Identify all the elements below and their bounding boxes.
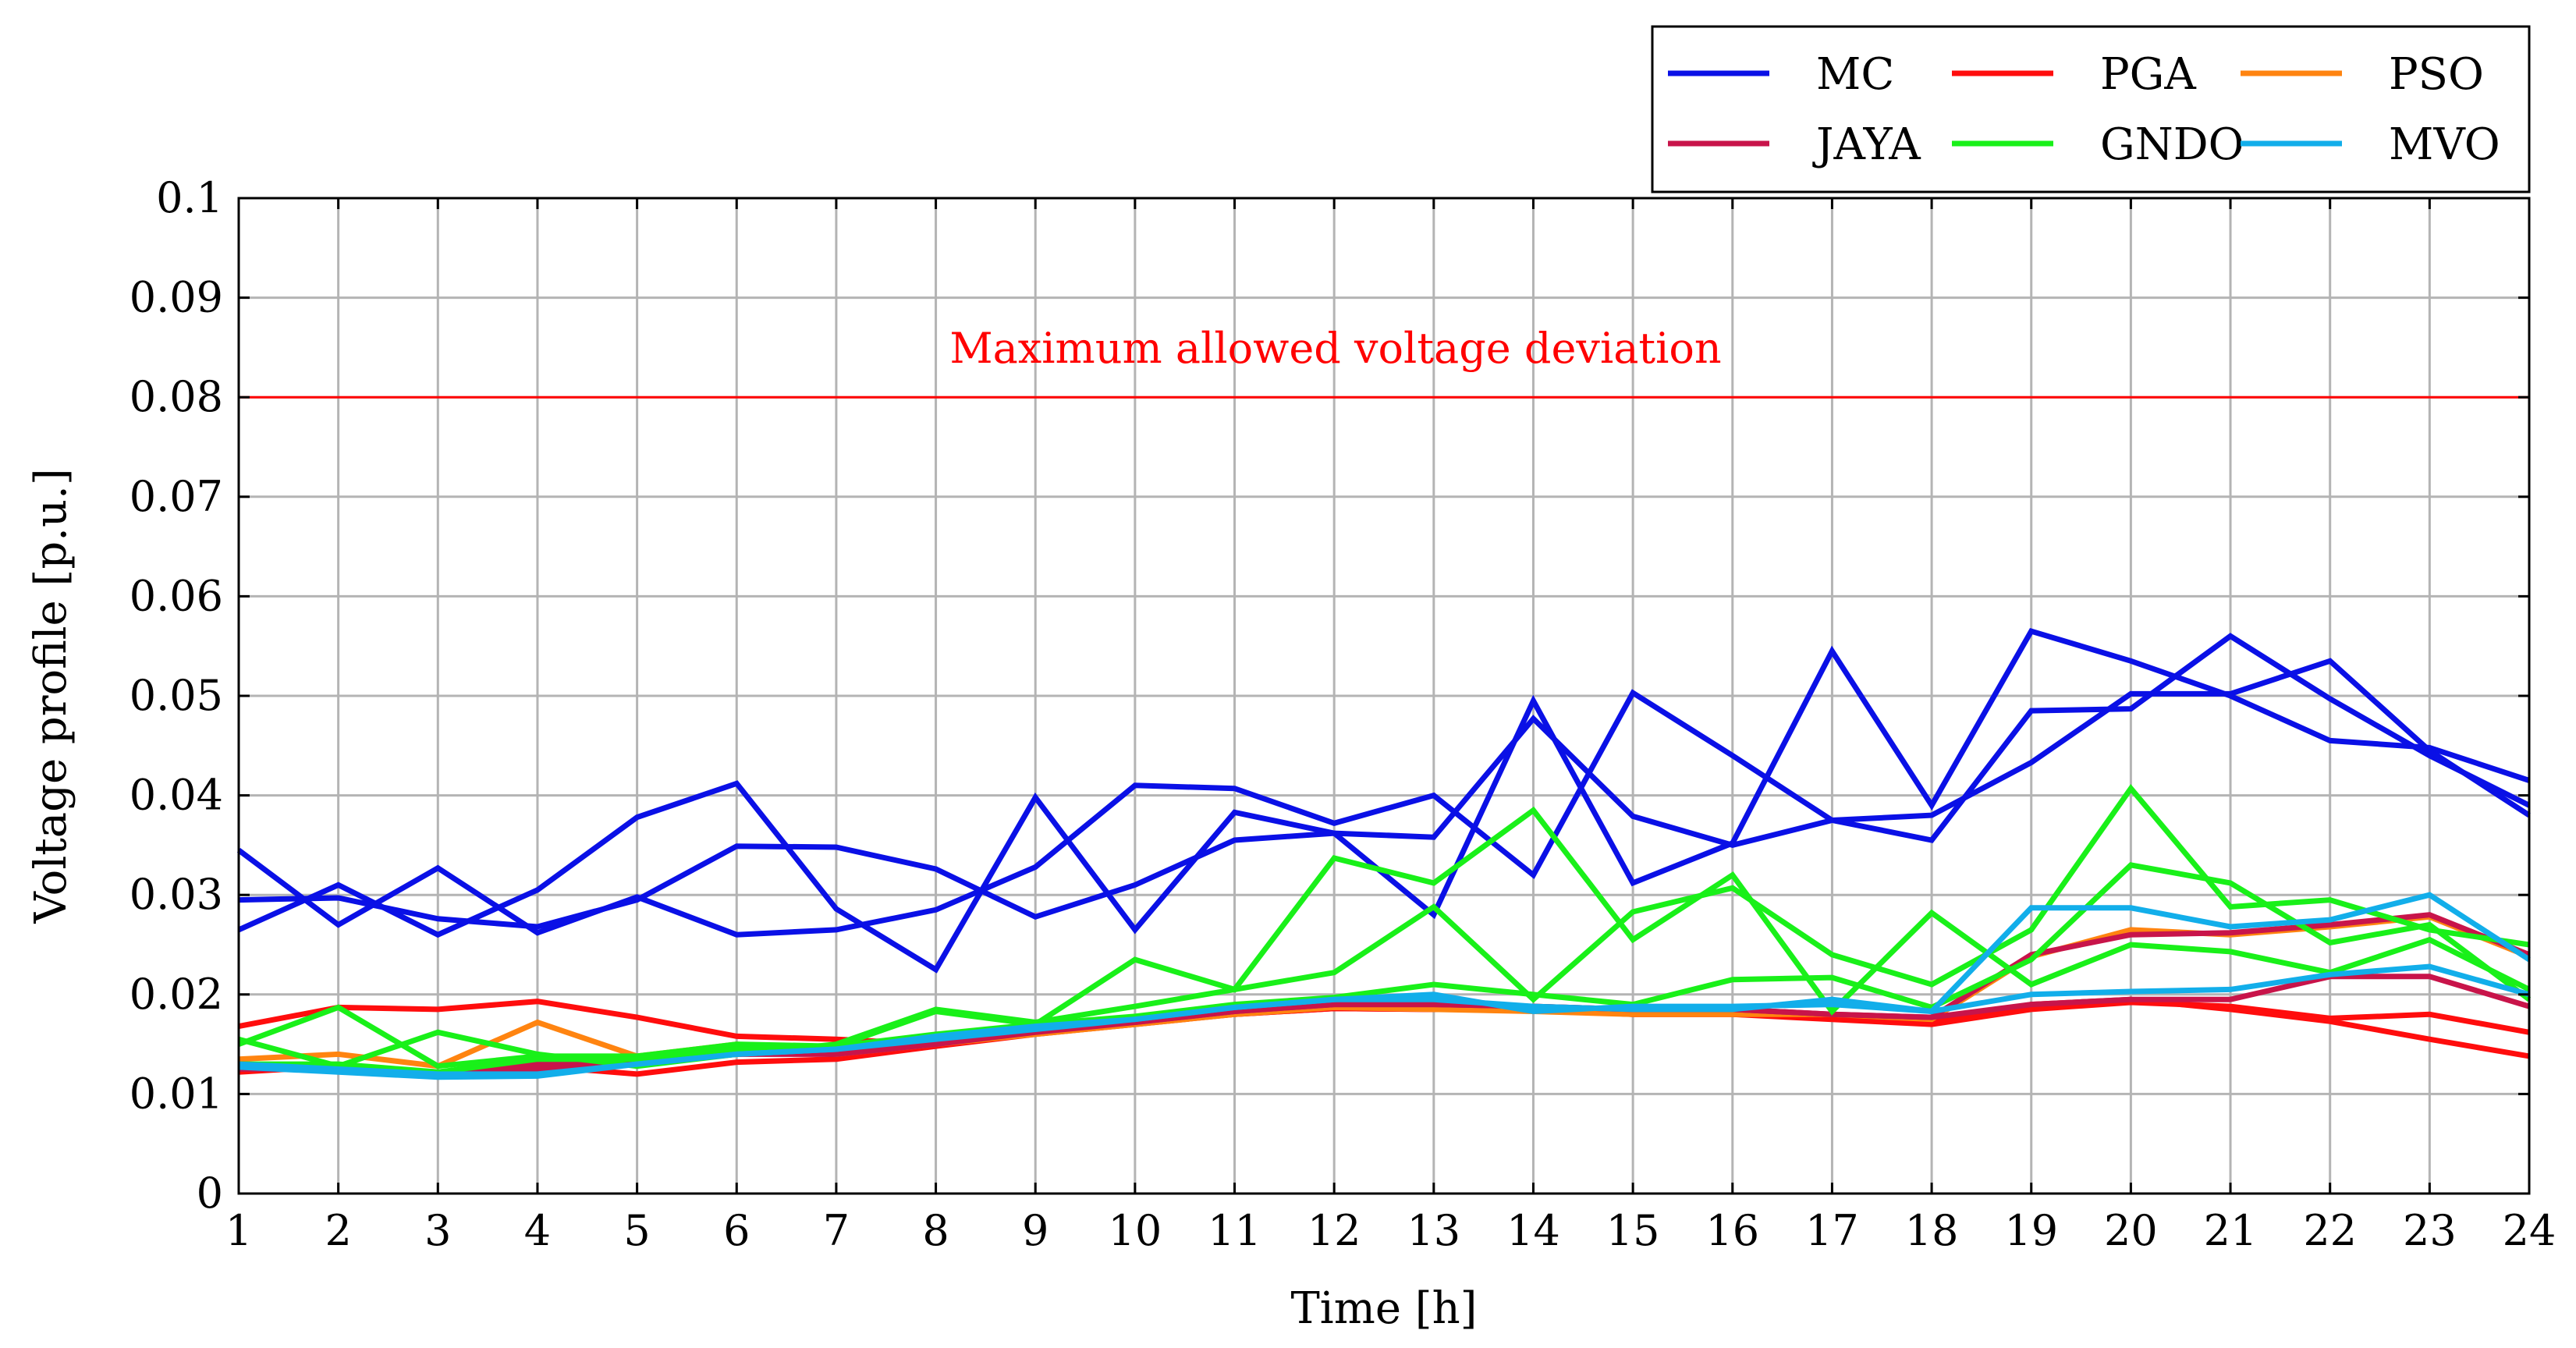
y-tick-label: 0.09 — [130, 273, 223, 322]
x-tick-label: 10 — [1109, 1206, 1162, 1255]
x-tick-label: 15 — [1606, 1206, 1660, 1255]
y-tick-labels: 0 0.01 0.02 0.03 0.04 0.05 0.06 0.07 0.08 0.09 0.1 — [130, 173, 223, 1218]
x-tick-label: 7 — [823, 1206, 850, 1255]
y-tick-label: 0 — [197, 1169, 223, 1218]
x-tick-label: 5 — [623, 1206, 650, 1255]
x-tick-label: 1 — [225, 1206, 252, 1255]
threshold-layer: Maximum allowed voltage deviation — [239, 324, 2529, 399]
x-tick-label: 6 — [723, 1206, 750, 1255]
legend-box — [1651, 25, 2531, 193]
y-tick-label: 0.04 — [130, 771, 223, 820]
x-tick-labels: 1 2 3 4 5 6 7 8 9 10 11 12 13 14 15 16 17 18 19 20 21 22 23 24 — [225, 1206, 2556, 1255]
x-tick-label: 21 — [2204, 1206, 2258, 1255]
y-tick-label: 0.01 — [130, 1069, 223, 1118]
y-tick-label: 0.03 — [130, 870, 223, 919]
x-tick-label: 16 — [1705, 1206, 1759, 1255]
x-axis-label: Time [h] — [1290, 1283, 1477, 1334]
y-tick-label: 0.07 — [130, 472, 223, 521]
x-tick-label: 14 — [1506, 1206, 1560, 1255]
x-tick-label: 22 — [2303, 1206, 2357, 1255]
x-tick-label: 2 — [325, 1206, 351, 1255]
series-line-gndo — [239, 862, 2532, 1075]
x-tick-label: 23 — [2403, 1206, 2457, 1255]
legend: MC PGA PSO JAYA GNDO MVO — [1651, 25, 2531, 193]
x-tick-label: 13 — [1407, 1206, 1460, 1255]
x-tick-label: 8 — [922, 1206, 949, 1255]
y-tick-label: 0.1 — [156, 173, 223, 222]
series-line-pso — [238, 913, 2531, 1070]
y-tick-label: 0.02 — [130, 970, 223, 1019]
axis-ticks — [237, 197, 2531, 1195]
y-axis-label: Voltage profile [p.u.] — [26, 468, 76, 924]
max-deviation-label: Maximum allowed voltage deviation — [949, 324, 1721, 373]
x-tick-label: 20 — [2104, 1206, 2158, 1255]
x-tick-label: 24 — [2503, 1206, 2556, 1255]
x-tick-label: 3 — [424, 1206, 451, 1255]
legend-label-mvo: MVO — [2389, 119, 2500, 170]
x-tick-label: 12 — [1308, 1206, 1361, 1255]
x-tick-label: 18 — [1905, 1206, 1959, 1255]
y-tick-label: 0.06 — [130, 571, 223, 620]
series-lines — [236, 627, 2532, 1080]
x-tick-label: 17 — [1805, 1206, 1859, 1255]
series-line-gndo — [237, 806, 2531, 1070]
legend-label-mc: MC — [1816, 49, 1894, 100]
y-tick-label: 0.05 — [130, 671, 223, 720]
x-tick-label: 9 — [1022, 1206, 1048, 1255]
legend-label-gndo: GNDO — [2100, 119, 2244, 170]
legend-label-pso: PSO — [2389, 49, 2484, 100]
y-tick-label: 0.08 — [130, 372, 223, 421]
legend-label-jaya: JAYA — [1812, 119, 1921, 170]
series-line-mc — [238, 658, 2531, 930]
series-line-mvo — [238, 892, 2531, 1080]
legend-label-pga: PGA — [2100, 49, 2196, 100]
x-tick-label: 19 — [2004, 1206, 2058, 1255]
x-tick-label: 4 — [524, 1206, 551, 1255]
series-line-mvo — [238, 963, 2530, 1077]
series-line-mc — [237, 627, 2531, 974]
series-line-gndo — [238, 783, 2530, 1070]
x-tick-label: 11 — [1208, 1206, 1261, 1255]
